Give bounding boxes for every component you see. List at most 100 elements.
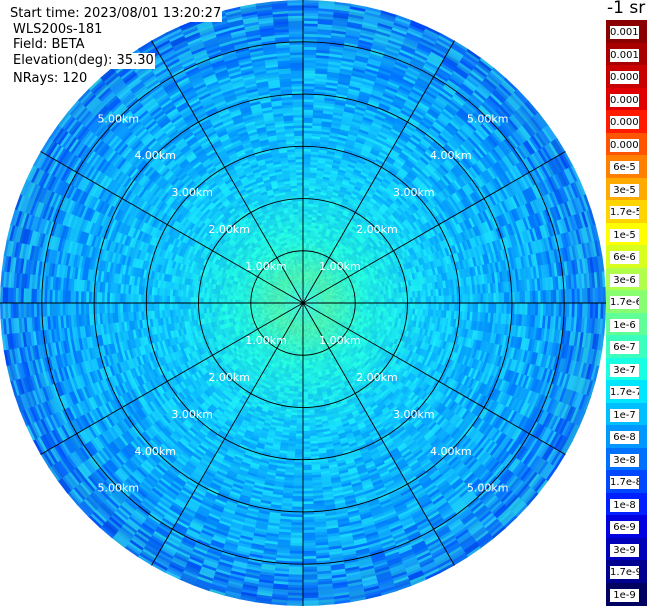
ppi-cell — [358, 36, 375, 44]
ppi-cell — [356, 100, 369, 107]
ppi-cell — [338, 78, 352, 84]
ppi-cell — [362, 18, 380, 26]
ppi-cell — [303, 156, 312, 160]
ppi-cell — [303, 297, 305, 301]
ppi-cell — [358, 39, 374, 46]
ppi-cell — [348, 11, 366, 18]
ppi-cell — [303, 211, 309, 215]
ppi-cell — [338, 133, 349, 140]
ppi-cell — [303, 289, 305, 293]
ppi-cell — [325, 155, 335, 160]
ppi-cell — [336, 173, 345, 179]
ppi-cell — [343, 41, 359, 48]
ppi-cell — [344, 36, 361, 43]
ppi-cell — [309, 277, 312, 281]
ppi-cell — [303, 114, 314, 118]
ppi-cell — [304, 292, 306, 296]
ppi-cell — [303, 229, 308, 233]
ppi-cell — [303, 36, 318, 40]
ppi-cell — [305, 258, 308, 262]
ppi-cell — [332, 191, 340, 197]
ppi-cell — [303, 297, 305, 301]
ppi-cell — [303, 224, 308, 228]
ppi-cell — [303, 127, 313, 131]
ppi-cell — [303, 245, 307, 249]
ppi-cell — [304, 289, 306, 293]
ppi-cell — [309, 256, 314, 260]
ppi-cell — [336, 141, 347, 147]
ppi-cell — [306, 234, 311, 239]
ppi-cell — [303, 17, 320, 22]
ppi-cell — [332, 111, 345, 117]
ppi-cell — [306, 263, 310, 267]
ppi-cell — [306, 271, 309, 275]
ppi-cell — [330, 124, 342, 130]
ppi-cell — [303, 106, 315, 110]
ppi-cell — [303, 187, 310, 191]
ppi-cell — [359, 88, 373, 95]
ppi-cell — [363, 72, 378, 80]
ppi-cell — [335, 178, 344, 184]
ppi-cell — [303, 169, 311, 173]
ppi-cell — [330, 199, 337, 204]
ppi-cell — [363, 16, 380, 24]
ppi-cell — [303, 109, 314, 113]
ppi-cell — [306, 284, 308, 288]
ppi-cell — [303, 284, 305, 288]
ppi-cell — [332, 116, 343, 122]
ppi-cell — [342, 116, 354, 122]
ppi-cell — [303, 111, 314, 116]
ppi-cell — [357, 95, 371, 102]
ppi-cell — [345, 34, 361, 41]
ppi-cell — [348, 130, 359, 137]
ppi-cell — [356, 49, 372, 56]
ppi-cell — [352, 115, 364, 122]
ppi-cell — [303, 75, 316, 79]
ppi-cell — [355, 103, 368, 110]
ppi-cell — [303, 83, 316, 87]
ppi-cell — [303, 59, 317, 64]
ppi-cell — [303, 161, 311, 165]
ppi-cell — [303, 72, 316, 77]
ppi-cell — [339, 128, 350, 135]
ppi-cell — [339, 67, 354, 74]
ppi-cell — [325, 84, 339, 89]
ppi-cell — [305, 260, 308, 265]
ppi-cell — [343, 110, 355, 117]
ppi-cell — [303, 90, 315, 95]
ppi-cell — [341, 121, 352, 127]
ppi-cell — [343, 148, 353, 155]
ppi-cell — [345, 100, 358, 107]
ppi-cell — [308, 203, 314, 207]
ppi-cell — [303, 179, 310, 183]
ppi-cell — [305, 287, 307, 291]
ppi-cell — [335, 146, 345, 152]
ppi-cell — [334, 3, 352, 10]
ppi-cell — [349, 125, 361, 132]
ppi-cell — [340, 158, 350, 165]
ppi-cell — [353, 62, 368, 69]
ppi-cell — [348, 13, 366, 20]
ppi-cell — [334, 154, 343, 160]
ppi-cell — [330, 37, 346, 43]
ppi-cell — [304, 263, 308, 267]
ppi-cell — [304, 292, 306, 296]
ppi-cell — [303, 46, 318, 50]
ppi-cell — [303, 271, 305, 275]
ppi-cell — [327, 63, 342, 69]
ppi-cell — [341, 57, 356, 63]
ppi-cell — [303, 67, 317, 71]
ppi-cell — [355, 105, 367, 112]
ppi-cell — [303, 124, 313, 129]
ppi-cell — [326, 150, 336, 155]
ppi-cell — [303, 38, 318, 43]
ppi-cell — [307, 253, 311, 257]
ppi-cell — [338, 131, 350, 137]
ppi-cell — [303, 130, 313, 134]
ppi-cell — [304, 268, 307, 272]
ppi-cell — [309, 261, 312, 265]
ppi-cell — [303, 23, 319, 27]
ppi-cell — [357, 44, 373, 51]
ppi-cell — [338, 168, 347, 174]
ppi-cell — [309, 242, 313, 247]
